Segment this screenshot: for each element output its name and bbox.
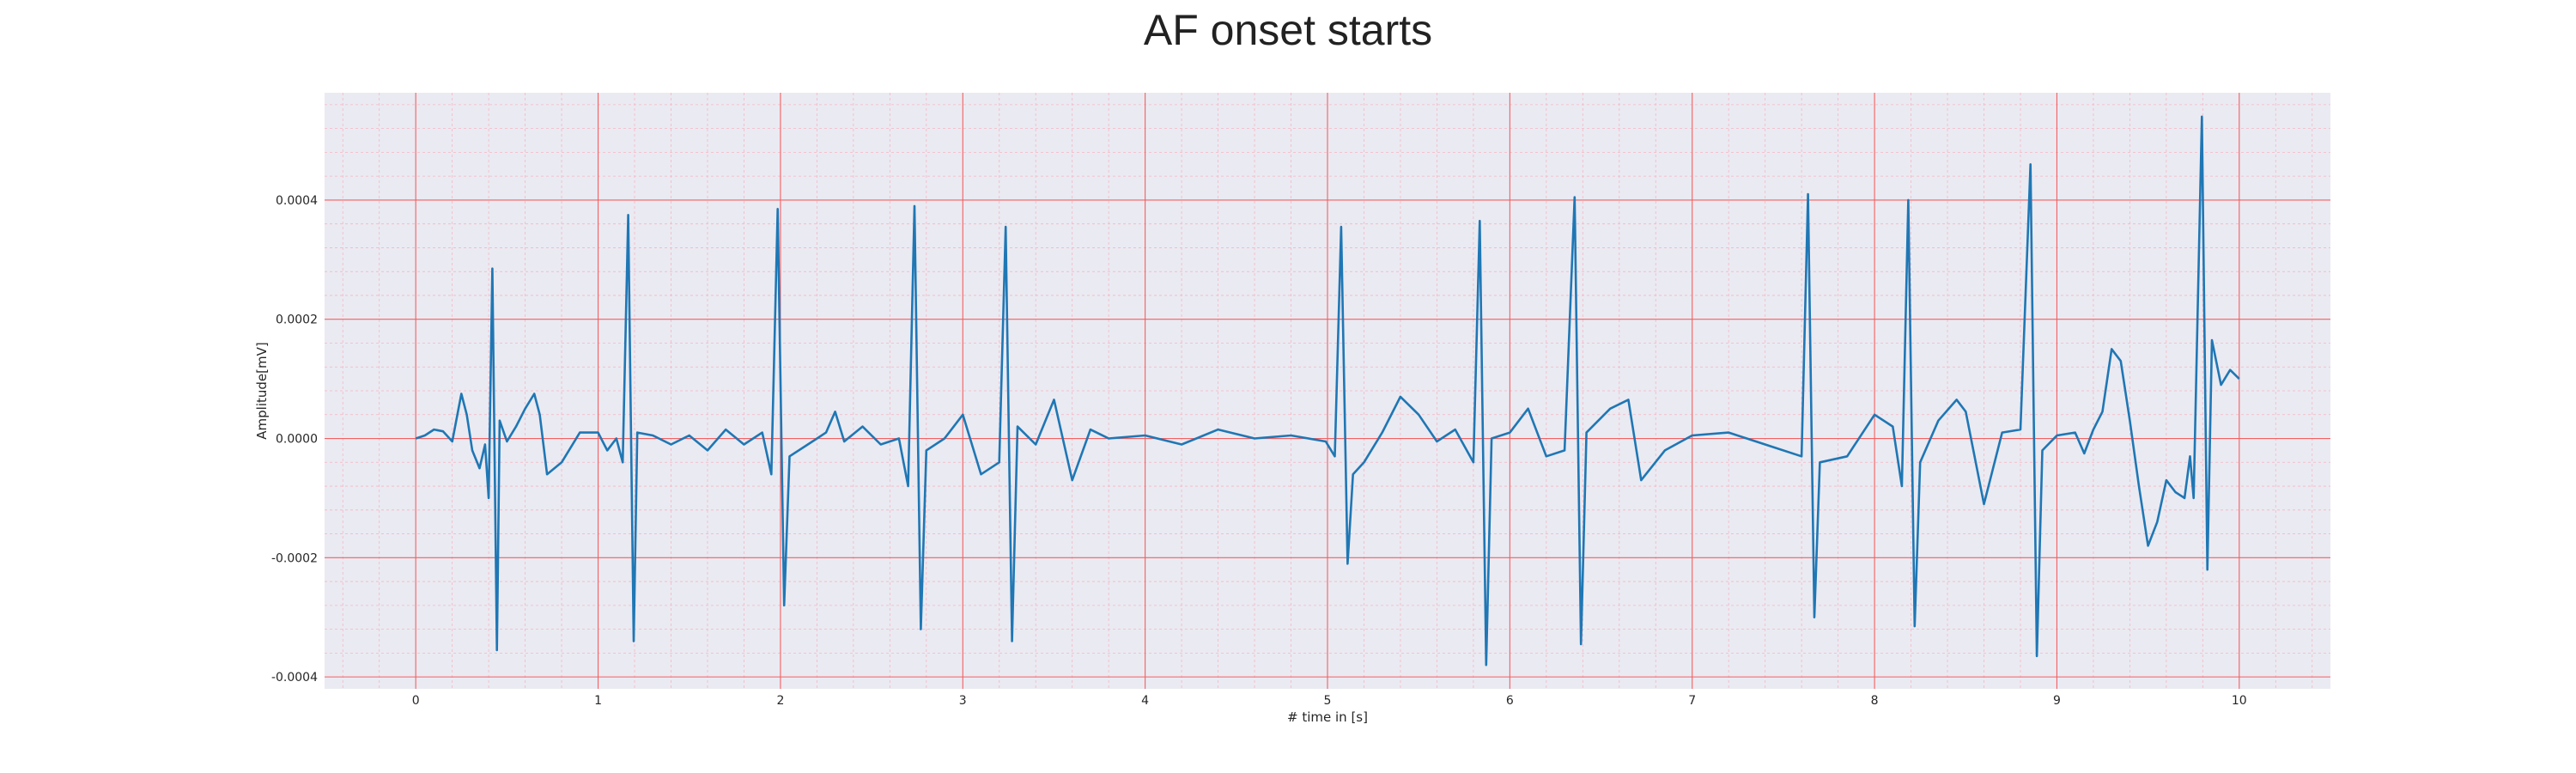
x-tick-label: 5 — [1324, 694, 1332, 708]
x-tick-label: 3 — [959, 694, 967, 708]
x-tick-label: 10 — [2232, 694, 2247, 708]
chart-title: AF onset starts — [1143, 6, 1433, 54]
x-tick-label: 7 — [1688, 694, 1696, 708]
ecg-signal-line — [415, 115, 2240, 666]
y-tick-label: 0.0000 — [276, 433, 318, 447]
y-tick-label: -0.0004 — [271, 671, 318, 685]
x-tick-label: 0 — [412, 694, 420, 708]
x-tick-label: 9 — [2053, 694, 2061, 708]
major-grid — [325, 93, 2330, 689]
y-axis-label: Amplitude[mV] — [254, 342, 270, 439]
x-tick-label: 6 — [1506, 694, 1514, 708]
x-tick-label: 2 — [776, 694, 784, 708]
x-axis-ticks: 0 1 2 3 4 5 6 7 8 9 10 — [412, 694, 2247, 708]
x-tick-label: 1 — [594, 694, 602, 708]
x-axis-label: # time in [s] — [1287, 709, 1368, 725]
y-axis-ticks: -0.0004 -0.0002 0.0000 0.0002 0.0004 — [271, 194, 318, 685]
x-tick-label: 4 — [1141, 694, 1149, 708]
y-tick-label: 0.0004 — [276, 194, 318, 208]
y-tick-label: -0.0002 — [271, 551, 318, 565]
x-tick-label: 8 — [1871, 694, 1879, 708]
y-tick-label: 0.0002 — [276, 313, 318, 327]
